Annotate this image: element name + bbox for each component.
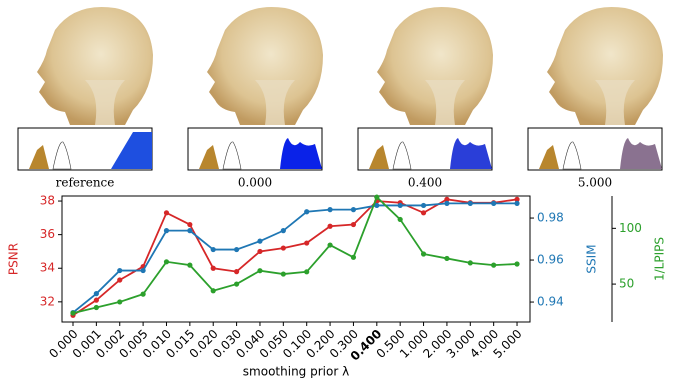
- panel-label: 0.000: [238, 176, 272, 190]
- panel-label: 0.400: [408, 176, 442, 190]
- neck: [425, 80, 465, 125]
- data-point: [491, 200, 497, 206]
- tick-label: 0.96: [537, 253, 564, 267]
- head-image: [207, 6, 323, 125]
- data-point: [350, 254, 357, 260]
- data-point: [117, 277, 123, 283]
- data-point: [444, 200, 450, 206]
- neck: [255, 80, 295, 125]
- data-point: [233, 246, 240, 253]
- data-point: [93, 291, 99, 297]
- data-point: [140, 291, 146, 297]
- data-point: [467, 260, 473, 266]
- data-point: [514, 200, 520, 206]
- data-point: [187, 221, 193, 228]
- data-point: [350, 221, 357, 228]
- histogram-peak: [369, 145, 389, 169]
- data-point: [163, 259, 170, 265]
- panel: 0.000: [187, 6, 323, 190]
- data-point: [163, 228, 170, 234]
- data-point: [420, 210, 427, 216]
- data-point: [140, 267, 146, 274]
- data-point: [93, 297, 99, 303]
- data-point: [210, 246, 216, 253]
- y-axis-label: PSNR: [7, 243, 21, 275]
- x-axis-label: smoothing prior λ: [243, 365, 349, 379]
- neck: [85, 80, 125, 125]
- data-point: [187, 262, 193, 268]
- plot-frame: [61, 195, 531, 323]
- series-line: [72, 198, 518, 317]
- panel: reference: [17, 6, 153, 190]
- y2-axis-label: SSIM: [585, 244, 599, 273]
- data-point: [444, 196, 450, 202]
- neck: [595, 80, 635, 125]
- y3-axis-label: 1/LPIPS: [653, 237, 667, 281]
- data-point: [491, 262, 497, 268]
- data-point: [257, 238, 263, 244]
- data-point: [374, 202, 380, 209]
- data-point: [304, 240, 310, 246]
- series-line: [72, 195, 518, 314]
- head-image: [547, 6, 663, 125]
- data-point: [210, 265, 216, 271]
- panel: 5.000: [527, 6, 663, 190]
- panel-label: reference: [56, 176, 115, 190]
- histogram-peak: [199, 145, 219, 169]
- data-point: [187, 228, 193, 234]
- histogram-peak: [222, 141, 242, 170]
- data-point: [374, 194, 380, 200]
- data-point: [514, 261, 520, 267]
- data-point: [117, 267, 123, 274]
- data-point: [257, 248, 263, 255]
- panel-label: 5.000: [578, 176, 612, 190]
- data-point: [304, 209, 310, 215]
- histogram-peak: [280, 138, 322, 169]
- histogram-peak: [539, 145, 559, 169]
- data-point: [327, 207, 333, 213]
- data-point: [397, 202, 403, 209]
- tick-label: 0.98: [537, 211, 564, 225]
- data-point: [420, 251, 427, 257]
- histogram-peak: [52, 141, 72, 170]
- data-point: [444, 255, 450, 262]
- data-point: [280, 228, 286, 234]
- histogram-peak: [562, 141, 582, 170]
- data-point: [420, 202, 427, 209]
- head-image: [37, 6, 153, 125]
- data-point: [210, 288, 216, 294]
- data-point: [467, 200, 473, 206]
- data-point: [233, 281, 240, 287]
- histogram-peak: [29, 145, 49, 169]
- histogram-peak: [450, 138, 492, 169]
- data-point: [350, 207, 357, 213]
- data-point: [280, 271, 286, 277]
- data-point: [93, 304, 99, 311]
- data-point: [257, 268, 263, 274]
- panel: 0.400: [357, 6, 493, 190]
- data-point: [280, 245, 286, 251]
- data-point: [70, 310, 76, 316]
- histogram-peak: [111, 132, 152, 169]
- tick-label: 32: [40, 294, 55, 308]
- data-point: [163, 210, 170, 216]
- data-point: [117, 299, 123, 305]
- tick-label: 38: [40, 194, 55, 208]
- series-line: [72, 202, 518, 314]
- tick-label: 100: [619, 221, 642, 235]
- tick-label: 34: [40, 261, 55, 275]
- data-point: [233, 269, 240, 275]
- tick-label: 0.94: [537, 295, 564, 309]
- data-point: [327, 242, 333, 248]
- data-point: [514, 196, 520, 202]
- histogram-peak: [620, 138, 662, 169]
- tick-label: 36: [40, 227, 55, 241]
- head-image: [377, 6, 493, 125]
- tick-label: 50: [619, 277, 634, 291]
- data-point: [397, 216, 403, 223]
- data-point: [304, 269, 310, 275]
- histogram-peak: [392, 141, 412, 170]
- data-point: [327, 223, 333, 229]
